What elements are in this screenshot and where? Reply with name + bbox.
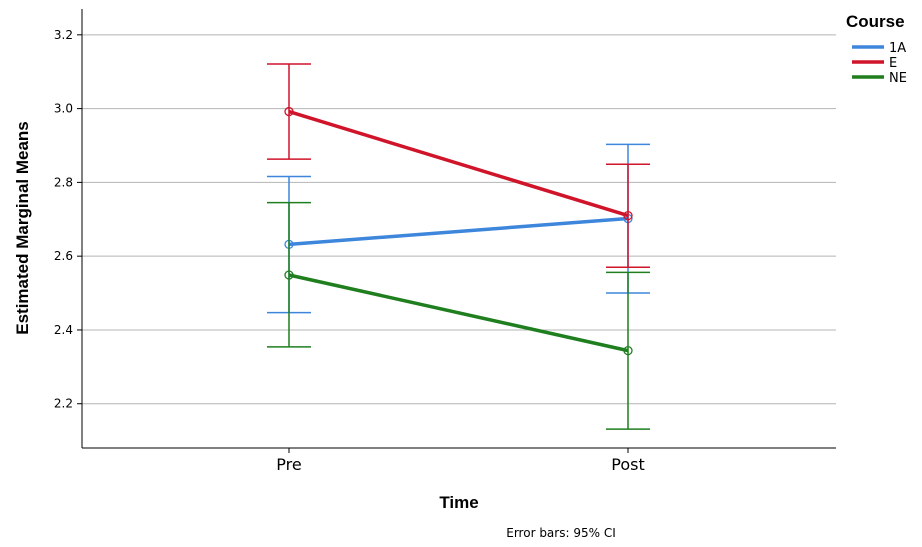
y-tick-label: 2.2 — [54, 397, 73, 411]
legend-label: E — [889, 56, 897, 71]
data-point — [284, 270, 294, 280]
y-tick-labels: 2.2 2.4 2.6 2.8 3.0 3.2 — [54, 28, 82, 411]
y-tick-label: 3.0 — [54, 102, 73, 116]
x-axis-title: Time — [439, 493, 478, 512]
data-point — [623, 210, 633, 221]
series-E — [267, 63, 650, 268]
y-tick-label: 2.8 — [54, 175, 73, 189]
series-line — [288, 216, 629, 247]
legend-title: Course — [846, 12, 905, 31]
series-group — [267, 63, 650, 430]
y-tick-label: 2.4 — [54, 323, 73, 337]
footnote: Error bars: 95% CI — [506, 526, 615, 540]
x-tick-label: Pre — [276, 455, 301, 474]
series-NE — [267, 201, 650, 430]
y-tick-label: 2.6 — [54, 249, 73, 263]
x-tick-label: Post — [611, 455, 644, 474]
series-line — [288, 109, 629, 218]
legend-label: NE — [889, 71, 907, 86]
series-1A — [267, 143, 650, 314]
data-point — [623, 345, 633, 356]
x-tick-labels: Pre Post — [276, 448, 645, 474]
y-tick-label: 3.2 — [54, 28, 73, 42]
legend-label: 1A — [889, 41, 906, 56]
gridlines — [82, 34, 836, 405]
data-point — [284, 106, 294, 117]
series-line — [288, 273, 629, 353]
y-axis-title: Estimated Marginal Means — [13, 121, 32, 335]
